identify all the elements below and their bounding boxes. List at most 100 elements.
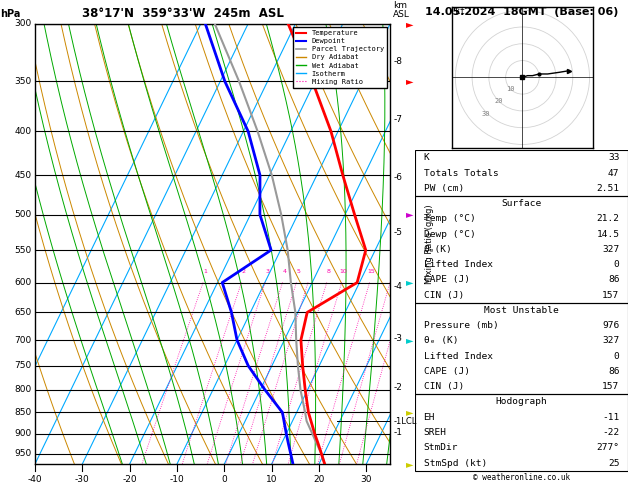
Text: 30: 30 [360,475,372,484]
Text: SREH: SREH [423,428,447,437]
Text: CAPE (J): CAPE (J) [423,276,469,284]
Text: CIN (J): CIN (J) [423,291,464,300]
Text: -2: -2 [393,383,402,392]
Text: 327: 327 [602,336,620,346]
Text: CAPE (J): CAPE (J) [423,367,469,376]
Text: ►: ► [406,335,413,345]
Text: 38°17'N  359°33'W  245m  ASL: 38°17'N 359°33'W 245m ASL [82,7,284,20]
Text: 800: 800 [14,385,31,394]
Legend: Temperature, Dewpoint, Parcel Trajectory, Dry Adiabat, Wet Adiabat, Isotherm, Mi: Temperature, Dewpoint, Parcel Trajectory… [292,28,387,87]
Text: EH: EH [423,413,435,422]
Text: 1: 1 [203,269,207,274]
Text: 0: 0 [221,475,227,484]
Text: -40: -40 [28,475,42,484]
Text: Temp (°C): Temp (°C) [423,214,476,224]
Bar [415,394,628,470]
Text: -5: -5 [393,228,402,237]
Text: -10: -10 [170,475,184,484]
Text: ►: ► [406,407,413,417]
Text: 950: 950 [14,450,31,458]
Text: 47: 47 [608,169,620,177]
Text: 15: 15 [367,269,376,274]
Text: -22: -22 [602,428,620,437]
Text: PW (cm): PW (cm) [423,184,464,193]
Text: 600: 600 [14,278,31,287]
Text: 33: 33 [608,154,620,162]
Text: StmSpd (kt): StmSpd (kt) [423,458,487,468]
Text: 10: 10 [266,475,277,484]
Text: ►: ► [406,209,413,220]
Text: 10: 10 [340,269,347,274]
Text: 400: 400 [14,127,31,136]
Text: 20: 20 [494,99,503,104]
Text: 4: 4 [282,269,287,274]
Text: ►: ► [406,19,413,29]
Text: 650: 650 [14,308,31,317]
Text: Lifted Index: Lifted Index [423,352,493,361]
Text: Pressure (mb): Pressure (mb) [423,321,498,330]
Text: Lifted Index: Lifted Index [423,260,493,269]
Text: 300: 300 [14,19,31,29]
Text: Most Unstable: Most Unstable [484,306,559,315]
Text: 8: 8 [326,269,331,274]
Text: θₑ(K): θₑ(K) [423,245,452,254]
Text: -8: -8 [393,57,402,66]
Text: Surface: Surface [501,199,542,208]
Text: ►: ► [406,76,413,87]
Text: -1: -1 [393,429,402,437]
Text: 2: 2 [242,269,245,274]
Text: 350: 350 [14,77,31,86]
Text: 25: 25 [608,458,620,468]
Text: 14.5: 14.5 [596,230,620,239]
Text: -20: -20 [123,475,137,484]
Text: 14.05.2024  18GMT  (Base: 06): 14.05.2024 18GMT (Base: 06) [425,7,618,17]
Text: K: K [423,154,429,162]
Text: 0: 0 [614,352,620,361]
Text: 3: 3 [265,269,269,274]
Bar [415,150,628,196]
Text: 550: 550 [14,245,31,255]
Text: 30: 30 [482,111,491,117]
Text: 86: 86 [608,367,620,376]
Text: -3: -3 [393,334,402,343]
Text: 700: 700 [14,335,31,345]
Bar [415,196,628,303]
Text: -6: -6 [393,173,402,182]
Text: Totals Totals: Totals Totals [423,169,498,177]
Text: StmDir: StmDir [423,443,458,452]
Text: 450: 450 [14,171,31,180]
Text: -7: -7 [393,116,402,124]
Text: -4: -4 [393,282,402,292]
Text: km
ASL: km ASL [393,1,410,19]
Text: 2.51: 2.51 [596,184,620,193]
Text: Dewp (°C): Dewp (°C) [423,230,476,239]
Text: 500: 500 [14,210,31,219]
Text: 20: 20 [313,475,325,484]
Text: 327: 327 [602,245,620,254]
Text: 5: 5 [296,269,300,274]
Text: 10: 10 [506,87,515,92]
Text: hPa: hPa [0,9,20,19]
Text: 21.2: 21.2 [596,214,620,224]
Text: kt: kt [455,7,465,16]
Text: θₑ (K): θₑ (K) [423,336,458,346]
Text: 976: 976 [602,321,620,330]
Text: -30: -30 [75,475,90,484]
Text: 157: 157 [602,382,620,391]
Text: -1LCL: -1LCL [393,417,416,426]
Text: 900: 900 [14,429,31,438]
Text: 157: 157 [602,291,620,300]
Text: Mixing Ratio (g/kg): Mixing Ratio (g/kg) [425,204,433,284]
Text: ►: ► [406,459,413,469]
Text: 277°: 277° [596,443,620,452]
Text: -11: -11 [602,413,620,422]
Text: © weatheronline.co.uk: © weatheronline.co.uk [473,473,570,482]
Text: 850: 850 [14,408,31,417]
Text: 0: 0 [614,260,620,269]
Text: Hodograph: Hodograph [496,398,547,406]
Text: 86: 86 [608,276,620,284]
Text: ►: ► [406,278,413,288]
Bar [415,303,628,394]
Text: 750: 750 [14,361,31,370]
Text: CIN (J): CIN (J) [423,382,464,391]
